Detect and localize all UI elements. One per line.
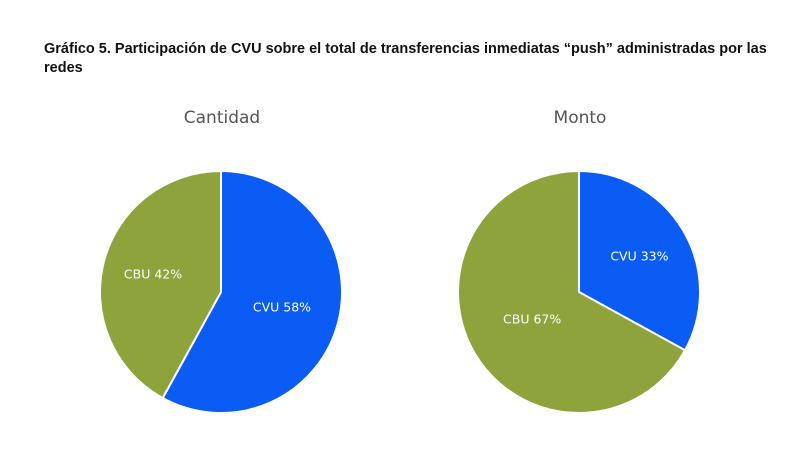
slice-label-cbu: CBU 42% [124,267,182,282]
pie-1: CVU 33% CBU 67% [457,169,701,414]
pie-slice-cvu [161,169,343,414]
chart-title-cantidad: Cantidad [183,108,261,128]
figure-title: Gráfico 5. Participación de CVU sobre el… [44,41,767,76]
slice-label-cvu: CVU 58% [253,300,311,315]
pie-slice-cbu [457,169,687,414]
chart-title-monto: Monto [553,108,607,128]
slice-label-cbu: CBU 67% [503,312,561,327]
pie-0: CVU 58% CBU 42% [99,169,343,414]
pie-slice-cbu [99,169,222,400]
pie-slice-cvu [578,169,701,352]
slice-label-cvu: CVU 33% [610,248,668,263]
